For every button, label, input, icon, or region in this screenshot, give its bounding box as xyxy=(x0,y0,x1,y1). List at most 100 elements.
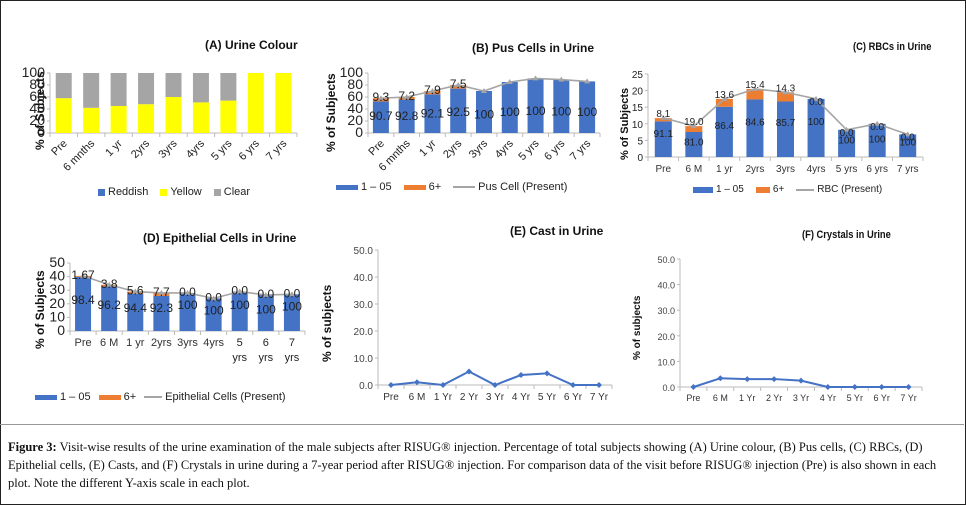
panel-e: (E) Cast in Urine % of subjects 0.0 10.0 2… xyxy=(310,215,630,425)
data-label-1-05: 94.4 xyxy=(124,301,148,315)
legend-item-6plus: 6+ xyxy=(98,391,136,403)
bar-clear xyxy=(165,73,182,97)
data-point xyxy=(440,382,446,388)
legend: 1 – 05 6+ Pus Cell (Present) xyxy=(336,181,567,193)
x-tick-label: 3yrs xyxy=(177,337,198,349)
data-label-1-05: 100 xyxy=(204,304,224,318)
panel-c: (C) RBCs in Urine % of Subjects 0 5 10 15 20… xyxy=(615,0,965,215)
x-tick-label: 7 yrs xyxy=(897,164,919,175)
legend-label: 6+ xyxy=(772,184,785,195)
x-tick-label: 2 Yr xyxy=(766,393,782,403)
line-marker xyxy=(236,288,243,294)
y-tick-label: 60 xyxy=(29,88,45,104)
bar-1-05 xyxy=(501,82,518,133)
legend-swatch xyxy=(755,186,770,193)
data-label-1-05: 100 xyxy=(474,108,494,122)
bar-1-05 xyxy=(153,295,170,331)
legend-swatch xyxy=(336,184,358,190)
data-point xyxy=(690,384,697,390)
data-label-1-05: 98.4 xyxy=(71,293,95,307)
x-tick-label: 3 Yr xyxy=(793,393,809,403)
data-label-1-05: 100 xyxy=(869,135,886,146)
data-label-1-05: 100 xyxy=(230,298,250,312)
y-tick-label: 20.0 xyxy=(354,327,374,338)
legend-item-1-05: 1 – 05 xyxy=(693,184,744,195)
x-tick-label: 7 yrs xyxy=(264,137,290,163)
bar-1-05 xyxy=(715,106,733,157)
legend-item-reddish: Reddish xyxy=(98,186,148,198)
bar-yellow xyxy=(55,98,72,133)
x-tick-label: 6 yrs xyxy=(866,164,888,175)
x-tick-label: 7 Yr xyxy=(590,392,609,403)
data-point xyxy=(544,370,550,377)
bar-1-05 xyxy=(807,98,825,157)
x-tick-label: 6 mnths xyxy=(61,137,98,174)
legend-line-swatch xyxy=(453,186,476,188)
data-point xyxy=(570,382,576,388)
data-label-1-05: 81.0 xyxy=(684,137,704,148)
x-tick-label: 3yrs xyxy=(156,137,180,161)
line-marker xyxy=(184,289,191,295)
data-label-1-05: 100 xyxy=(526,104,546,118)
bar-yellow xyxy=(247,73,264,133)
line-marker xyxy=(813,95,820,101)
bar-1-05 xyxy=(654,121,672,157)
data-point xyxy=(388,382,394,388)
line-marker xyxy=(288,291,295,297)
x-tick-label: Pre xyxy=(655,164,671,175)
x-tick-label: 4yrs xyxy=(203,337,224,349)
legend-item-present: Pus Cell (Present) xyxy=(453,181,567,193)
caption-divider xyxy=(0,424,964,426)
line-marker xyxy=(262,291,269,297)
line-marker xyxy=(690,123,697,129)
legend-label: Yellow xyxy=(170,186,202,198)
data-label-1-05: 100 xyxy=(899,137,916,148)
line-marker xyxy=(660,114,667,120)
data-point xyxy=(492,382,498,388)
data-label-1-05: 84.6 xyxy=(745,117,765,128)
bar-1-05 xyxy=(868,123,886,157)
chart-title: (E) Cast in Urine xyxy=(510,224,604,238)
legend-swatch xyxy=(213,188,221,196)
data-label-1-05: 100 xyxy=(551,105,571,119)
x-tick-label: 5 yrs xyxy=(836,164,858,175)
y-tick-label: 50.0 xyxy=(657,255,675,265)
bar-1-05 xyxy=(372,101,389,133)
line-marker xyxy=(782,89,789,95)
line-marker xyxy=(80,272,87,278)
x-tick-label: 4yrs xyxy=(807,164,826,175)
data-point xyxy=(824,384,831,390)
x-tick-label: 7 yrs xyxy=(568,137,594,163)
data-point xyxy=(414,379,420,386)
y-tick-label: 20 xyxy=(347,112,363,128)
legend-line-swatch xyxy=(796,188,815,191)
x-tick-label: 7 Yr xyxy=(900,393,916,403)
panel-f: (F) Crystals in Urine % of subjects 0.0 1… xyxy=(630,215,960,425)
y-tick-label: 20 xyxy=(29,112,45,128)
data-point xyxy=(717,375,724,382)
data-label-1-05: 92.3 xyxy=(150,301,174,315)
x-tick-label: 6 M xyxy=(685,164,702,175)
line-marker xyxy=(210,295,217,301)
data-label-1-05: 100 xyxy=(177,298,197,312)
chart-title: (A) Urine Colour xyxy=(205,38,298,52)
chart-c-plot: 0 5 10 15 20 25 Pre 6 M 1 yr 2yrs 3yrs 4yrs 5 yrs 6 y… xyxy=(632,70,924,175)
x-tick-label: 6 M xyxy=(409,392,426,403)
line-marker xyxy=(874,120,881,126)
data-label-1-05: 100 xyxy=(256,302,276,316)
bar-1-05 xyxy=(101,286,118,331)
x-tick-label: 5 xyxy=(237,337,243,349)
data-label-6plus: 13.6 xyxy=(715,90,735,101)
bar-yellow xyxy=(275,73,292,133)
x-tick-label: 1 Yr xyxy=(434,392,453,403)
y-tick-label: 20 xyxy=(49,295,65,311)
legend-item-present: Epithelial Cells (Present) xyxy=(144,391,286,403)
legend-label: 1 – 05 xyxy=(361,181,392,193)
x-tick-label: Pre xyxy=(74,337,91,349)
data-label-1-05: 100 xyxy=(282,300,302,314)
y-tick-label: 40.0 xyxy=(354,273,374,284)
data-point xyxy=(851,384,858,390)
data-label-1-05: 92.5 xyxy=(447,105,471,119)
data-label-6plus: 3.8 xyxy=(101,277,118,291)
data-label-6plus: 9.3 xyxy=(373,90,390,104)
